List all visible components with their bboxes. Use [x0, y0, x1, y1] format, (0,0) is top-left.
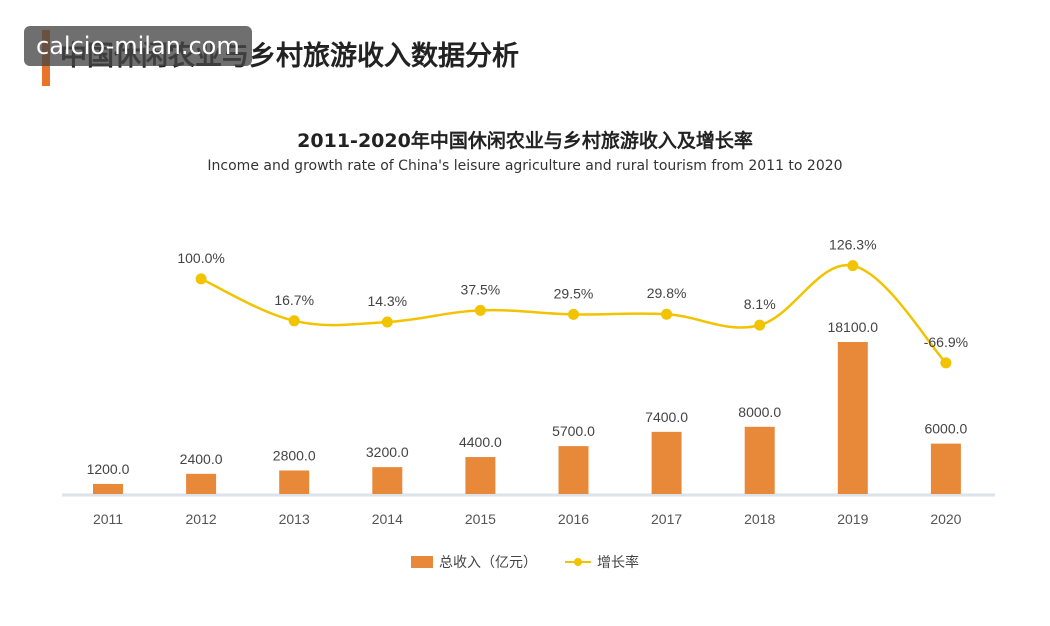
bar-label-2017: 7400.0	[645, 409, 688, 425]
x-tick-2017: 2017	[651, 511, 682, 527]
watermark: calcio-milan.com	[24, 26, 252, 66]
growth-label-2012: 100.0%	[177, 250, 224, 266]
growth-label-2019: 126.3%	[829, 237, 876, 253]
bar-2015	[465, 457, 496, 494]
growth-label-2018: 8.1%	[744, 296, 776, 312]
bar-label-2012: 2400.0	[180, 451, 223, 467]
bar-2012	[186, 473, 217, 494]
growth-point-2017	[661, 308, 673, 320]
bar-2016	[558, 446, 589, 494]
growth-label-2017: 29.8%	[647, 285, 687, 301]
growth-point-2013	[288, 315, 300, 327]
bar-label-2014: 3200.0	[366, 444, 409, 460]
x-tick-2019: 2019	[837, 511, 868, 527]
growth-point-2019	[847, 260, 859, 272]
x-tick-2015: 2015	[465, 511, 496, 527]
bar-label-2016: 5700.0	[552, 423, 595, 439]
bar-label-2011: 1200.0	[87, 461, 130, 477]
bar-label-2013: 2800.0	[273, 447, 316, 463]
growth-point-2014	[381, 316, 393, 328]
bar-2019	[837, 342, 868, 494]
bar-2011	[93, 483, 123, 494]
legend-bar-swatch	[411, 556, 433, 568]
growth-label-2016: 29.5%	[554, 285, 594, 301]
legend-item-income: 总收入（亿元）	[411, 552, 537, 572]
growth-point-2015	[474, 304, 486, 316]
bar-2020	[930, 443, 961, 494]
x-tick-2014: 2014	[372, 511, 403, 527]
x-tick-2011: 2011	[93, 511, 123, 527]
bar-2013	[279, 470, 310, 494]
growth-label-2013: 16.7%	[274, 292, 314, 308]
x-tick-2013: 2013	[279, 511, 310, 527]
bar-label-2015: 4400.0	[459, 434, 502, 450]
growth-point-2020	[940, 357, 952, 369]
x-tick-2018: 2018	[744, 511, 775, 527]
chart-legend: 总收入（亿元） 增长率	[0, 552, 1050, 572]
legend-label-growth: 增长率	[597, 555, 639, 571]
growth-label-2015: 37.5%	[461, 281, 501, 297]
growth-label-2020: -66.9%	[924, 334, 968, 350]
growth-point-2012	[195, 273, 207, 285]
x-tick-2020: 2020	[930, 511, 961, 527]
growth-label-2014: 14.3%	[367, 293, 407, 309]
legend-item-growth: 增长率	[565, 552, 639, 572]
growth-point-2018	[754, 319, 766, 331]
bar-2014	[372, 467, 403, 494]
chart-subtitle: Income and growth rate of China's leisur…	[207, 158, 843, 174]
growth-point-2016	[568, 308, 579, 320]
bar-2017	[651, 431, 682, 494]
x-tick-2012: 2012	[186, 511, 217, 527]
bar-label-2019: 18100.0	[827, 319, 878, 335]
chart-title: 2011-2020年中国休闲农业与乡村旅游收入及增长率	[297, 130, 753, 152]
bar-2018	[744, 426, 775, 494]
x-tick-2016: 2016	[558, 511, 589, 527]
bar-label-2018: 8000.0	[738, 404, 781, 420]
bar-label-2020: 6000.0	[924, 421, 967, 437]
legend-label-income: 总收入（亿元）	[439, 555, 537, 571]
legend-line-swatch	[565, 556, 591, 568]
